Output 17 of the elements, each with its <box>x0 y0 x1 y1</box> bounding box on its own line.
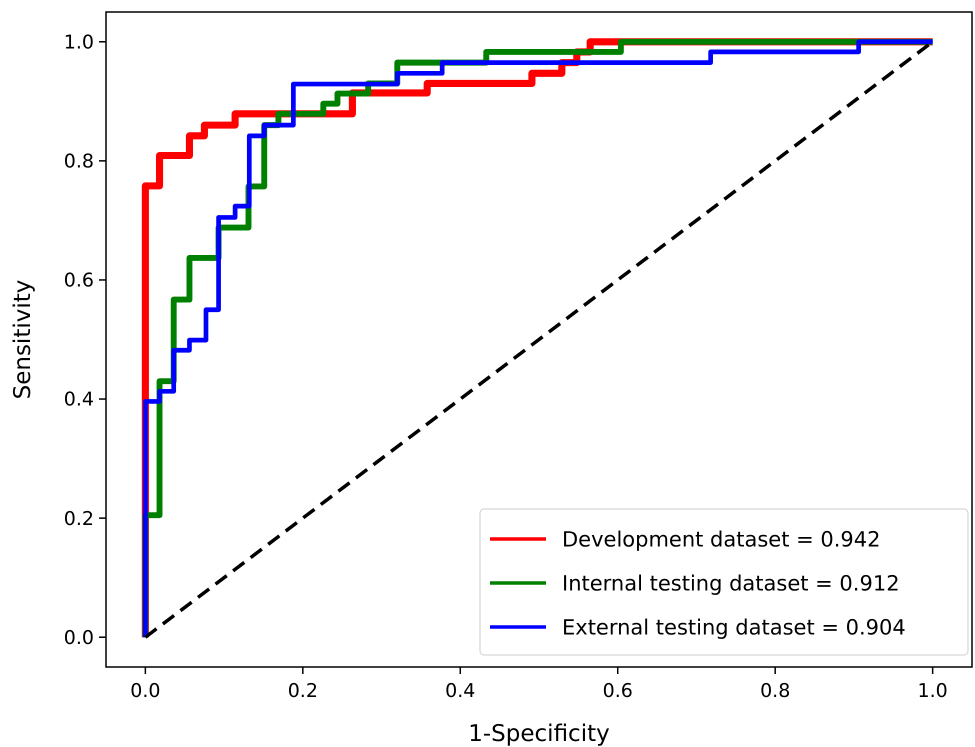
y-tick-label: 0.4 <box>64 388 94 411</box>
x-tick-label: 0.6 <box>602 680 633 702</box>
x-axis-title: 1-Specificity <box>468 721 610 747</box>
legend-label: Internal testing dataset = 0.912 <box>562 571 900 596</box>
legend-label: Development dataset = 0.942 <box>562 527 881 552</box>
y-axis-title: Sensitivity <box>10 280 36 400</box>
y-tick-label: 1.0 <box>64 31 94 54</box>
x-tick-label: 0.2 <box>288 680 318 702</box>
x-tick-label: 1.0 <box>918 680 948 702</box>
x-tick-label: 0.4 <box>445 680 476 702</box>
y-tick-label: 0.8 <box>64 150 94 173</box>
x-tick-label: 0.8 <box>760 680 790 702</box>
y-tick-label: 0.0 <box>64 626 94 649</box>
legend-label: External testing dataset = 0.904 <box>562 615 906 640</box>
y-tick-label: 0.6 <box>64 270 94 292</box>
y-tick-label: 0.2 <box>64 508 94 530</box>
x-tick-label: 0.0 <box>130 680 160 702</box>
